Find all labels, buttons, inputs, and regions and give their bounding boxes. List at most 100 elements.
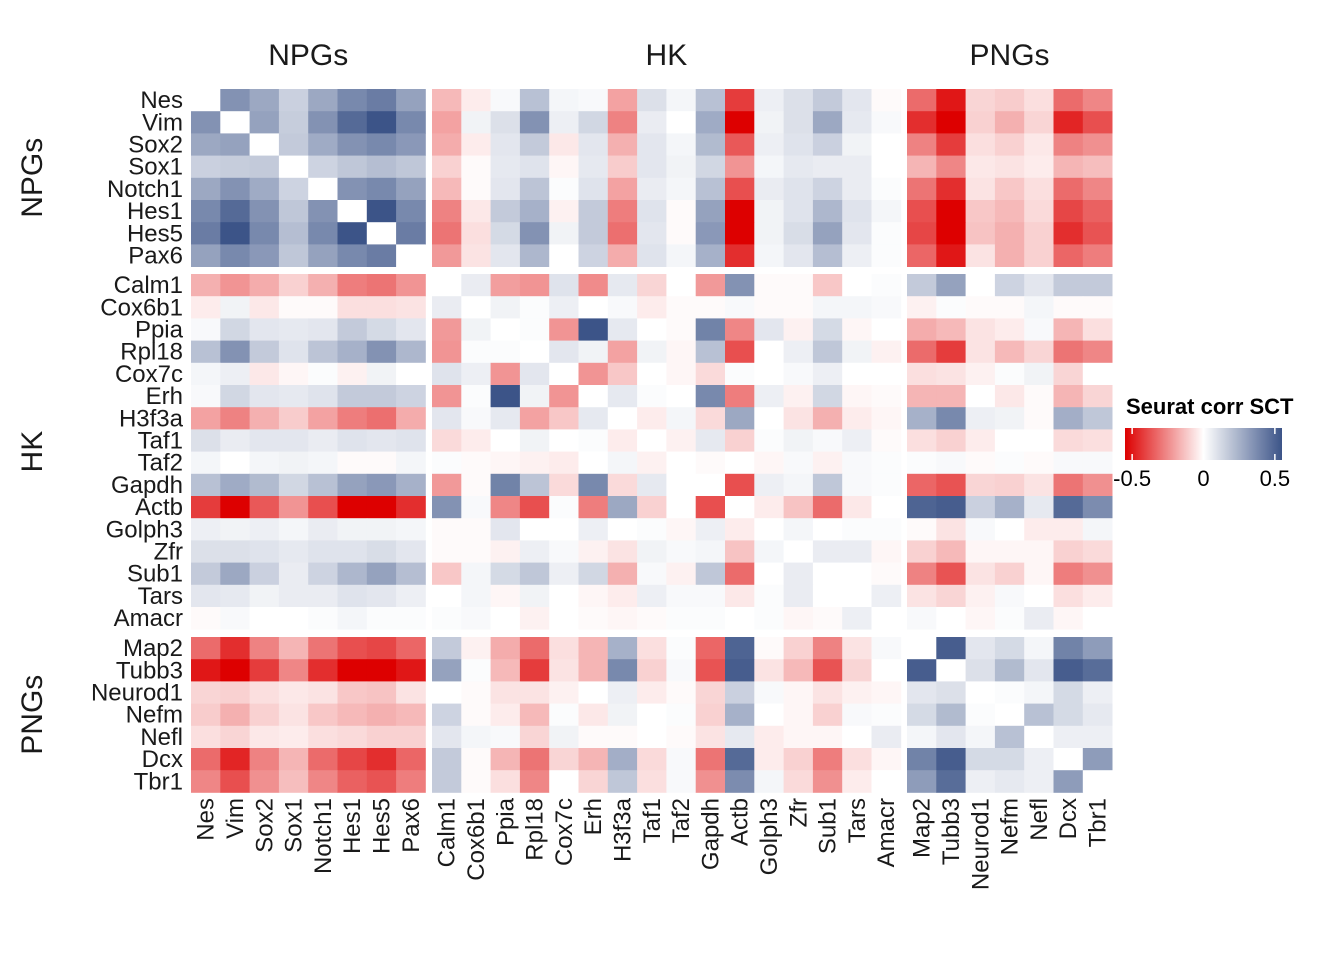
heatmap-cell-Golph3-Gapdh (695, 518, 726, 541)
heatmap-cell-Hes1-Hes5 (366, 200, 397, 223)
heatmap-cell-Sox2-Vim (220, 133, 250, 156)
heatmap-cell-Tbr1-Gapdh (695, 770, 726, 793)
heatmap-cell-Sub1-Vim (220, 562, 250, 586)
heatmap-cell-Calm1-Amacr (871, 274, 902, 297)
heatmap-cell-Calm1-Calm1 (432, 274, 462, 297)
heatmap-cell-H3f3a-Dcx (1053, 407, 1084, 430)
heatmap-cell-Erh-Taf2 (666, 385, 697, 408)
heatmap-cell-Cox6b1-Cox7c (549, 296, 579, 319)
heatmap-cell-Nes-Cox6b1 (461, 89, 491, 112)
heatmap-cell-Zfr-Nefl (1024, 540, 1054, 563)
heatmap-cell-H3f3a-Calm1 (432, 407, 462, 430)
row-label-Map2: Map2 (123, 635, 183, 662)
heatmap-cell-Pax6-Amacr (871, 244, 902, 267)
heatmap-cell-Sox2-Taf2 (666, 133, 697, 156)
heatmap-cell-Hes1-Sox2 (249, 200, 280, 223)
heatmap-cell-Taf1-Nefl (1024, 429, 1054, 452)
heatmap-cell-Notch1-Cox6b1 (461, 177, 491, 201)
heatmap-cell-Notch1-Nefl (1024, 177, 1054, 201)
heatmap-cell-Rpl18-Sox2 (249, 340, 280, 364)
heatmap-cell-Cox7c-Nefl (1024, 362, 1054, 386)
heatmap-cell-Actb-Calm1 (432, 496, 462, 519)
row-label-Actb: Actb (135, 494, 183, 521)
column-label-Zfr: Zfr (785, 798, 812, 827)
heatmap-cell-Nefl-Notch1 (308, 725, 338, 749)
heatmap-cell-Actb-Sub1 (812, 496, 843, 519)
heatmap-cell-Calm1-Rpl18 (519, 274, 550, 297)
heatmap-cell-Amacr-Erh (578, 607, 609, 630)
column-label-Calm1: Calm1 (434, 798, 461, 867)
heatmap-cell-Dcx-Dcx (1053, 748, 1084, 771)
heatmap-cell-Zfr-Vim (220, 540, 250, 563)
heatmap-cell-Rpl18-Actb (725, 340, 755, 364)
heatmap-cell-H3f3a-Map2 (907, 407, 937, 430)
heatmap-cell-Gapdh-Vim (220, 473, 250, 497)
column-label-Erh: Erh (580, 798, 607, 835)
column-label-Nefm: Nefm (997, 798, 1024, 855)
heatmap-cell-H3f3a-Nefm (994, 407, 1025, 430)
heatmap-cell-Map2-Golph3 (754, 637, 784, 660)
heatmap-cell-Tars-Golph3 (754, 584, 784, 608)
column-label-Sox2: Sox2 (251, 798, 278, 853)
heatmap-cell-Gapdh-Gapdh (695, 473, 726, 497)
heatmap-cell-Erh-Tbr1 (1082, 385, 1113, 408)
heatmap-cell-Vim-Tubb3 (936, 111, 966, 134)
heatmap-cell-Nefl-Cox7c (549, 725, 579, 749)
heatmap-cell-Nefl-Gapdh (695, 725, 726, 749)
heatmap-cell-Calm1-Map2 (907, 274, 937, 297)
row-label-Sox1: Sox1 (128, 154, 183, 181)
heatmap-cell-Cox6b1-Nes (191, 296, 221, 319)
heatmap-cell-Amacr-Sub1 (812, 607, 843, 630)
heatmap-cell-Hes1-Golph3 (754, 200, 784, 223)
heatmap-cell-Hes5-Sub1 (812, 222, 843, 245)
heatmap-cell-Dcx-H3f3a (607, 748, 638, 771)
heatmap-cell-Notch1-Ppia (490, 177, 521, 201)
heatmap-cell-Cox7c-Taf2 (666, 362, 697, 386)
heatmap-cell-Tubb3-Calm1 (432, 659, 462, 682)
heatmap-cell-Erh-Tubb3 (936, 385, 966, 408)
heatmap-cell-Zfr-Hes5 (366, 540, 397, 563)
heatmap-cell-Cox6b1-Tars (842, 296, 872, 319)
heatmap-cell-Cox6b1-Vim (220, 296, 250, 319)
heatmap-cell-Sub1-Sox2 (249, 562, 280, 586)
heatmap-cell-Tbr1-Dcx (1053, 770, 1084, 793)
heatmap-cell-Taf2-Map2 (907, 451, 937, 475)
heatmap-cell-Tbr1-Notch1 (308, 770, 338, 793)
heatmap-cell-Hes1-Nefm (994, 200, 1025, 223)
heatmap-cell-Dcx-Neurod1 (965, 748, 996, 771)
heatmap-cell-H3f3a-Gapdh (695, 407, 726, 430)
legend-title: Seurat corr SCT (1126, 394, 1294, 419)
heatmap-cell-Nes-Nefl (1024, 89, 1054, 112)
heatmap-cell-Zfr-H3f3a (607, 540, 638, 563)
heatmap-cell-Calm1-Nefm (994, 274, 1025, 297)
heatmap-cell-Taf1-Actb (725, 429, 755, 452)
heatmap-cell-Sub1-Rpl18 (519, 562, 550, 586)
heatmap-cell-H3f3a-Pax6 (396, 407, 426, 430)
heatmap-cell-Taf1-Amacr (871, 429, 902, 452)
heatmap-cell-Tbr1-Taf2 (666, 770, 697, 793)
heatmap-cell-Sub1-H3f3a (607, 562, 638, 586)
heatmap-cell-Golph3-Amacr (871, 518, 902, 541)
heatmap-cell-Neurod1-Neurod1 (965, 681, 996, 704)
heatmap-cell-Sox2-Rpl18 (519, 133, 550, 156)
heatmap-cell-Tbr1-Sox2 (249, 770, 280, 793)
heatmap-cell-Map2-Hes5 (366, 637, 397, 660)
heatmap-cell-Pax6-Tars (842, 244, 872, 267)
heatmap-cell-Zfr-Erh (578, 540, 609, 563)
heatmap-cell-Erh-Dcx (1053, 385, 1084, 408)
heatmap-cell-Taf1-Tars (842, 429, 872, 452)
heatmap-cell-Cox6b1-Hes5 (366, 296, 397, 319)
heatmap-cell-Calm1-H3f3a (607, 274, 638, 297)
heatmap-cell-Nefl-Sox2 (249, 725, 280, 749)
heatmap-cell-Hes1-Zfr (783, 200, 814, 223)
heatmap-cell-Erh-Vim (220, 385, 250, 408)
heatmap-cell-Golph3-Dcx (1053, 518, 1084, 541)
heatmap-cell-Notch1-Tubb3 (936, 177, 966, 201)
heatmap-cell-Zfr-Nes (191, 540, 221, 563)
heatmap-cell-Actb-Map2 (907, 496, 937, 519)
heatmap-cell-Pax6-Pax6 (396, 244, 426, 267)
heatmap-cell-Hes5-Rpl18 (519, 222, 550, 245)
column-label-Sub1: Sub1 (815, 798, 842, 854)
heatmap-cell-Dcx-Cox6b1 (461, 748, 491, 771)
heatmap-cell-Nefm-Notch1 (308, 703, 338, 727)
